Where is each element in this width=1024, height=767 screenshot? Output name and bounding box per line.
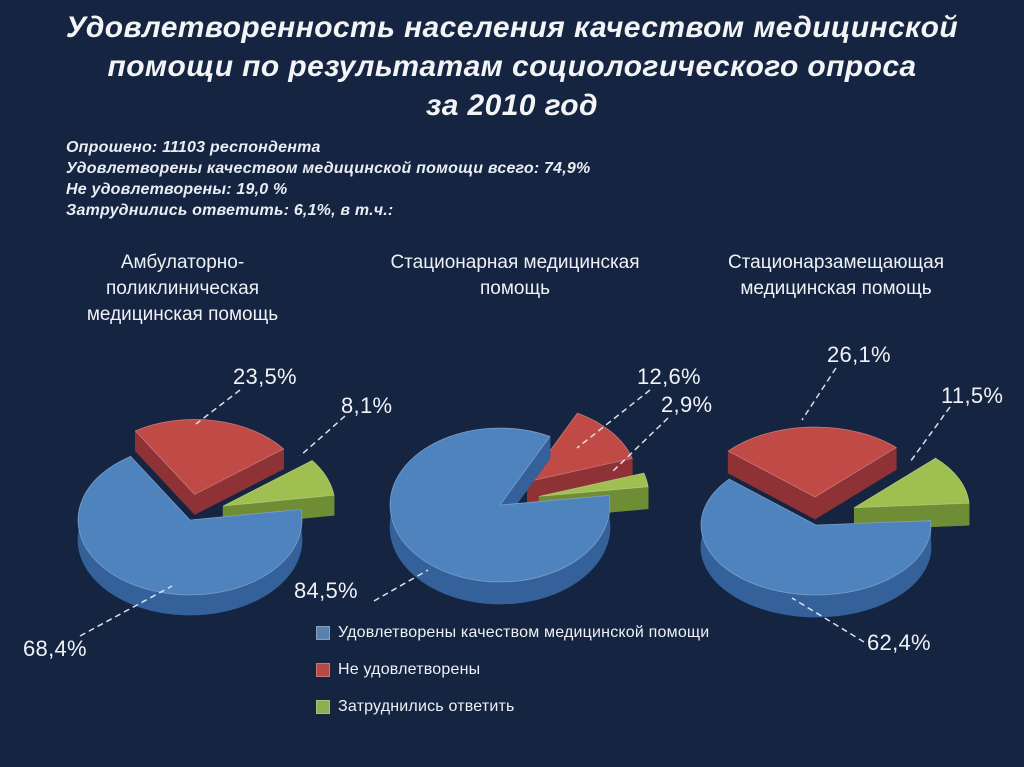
chart-title-inpatient-substituting: Стационарзамещающая медицинская помощь: [727, 252, 945, 299]
pie1-not-satisfied-value: 23,5%: [233, 364, 297, 389]
pie1-satisfied-value: 68,4%: [23, 636, 87, 661]
pie2-not-satisfied-value: 12,6%: [637, 364, 701, 389]
legend-item-satisfied: Удовлетворены качеством медицинской помо…: [316, 623, 709, 643]
pie3-not-satisfied-value: 26,1%: [827, 342, 891, 367]
pie2-undecided-value: 2,9%: [661, 392, 713, 417]
legend-swatch-not-satisfied-icon: [316, 663, 330, 677]
legend-label-undecided: Затруднились ответить: [338, 698, 515, 715]
page-title: Удовлетворенность населения качеством ме…: [0, 8, 1024, 125]
legend-item-undecided: Затруднились ответить: [316, 697, 709, 717]
summary-undecided-total: Затруднились ответить: 6,1%, в т.ч.:: [66, 202, 394, 219]
legend-swatch-undecided-icon: [316, 700, 330, 714]
summary-not-satisfied-total: Не удовлетворены: 19,0 %: [66, 181, 288, 198]
legend-label-satisfied: Удовлетворены качеством медицинской помо…: [338, 624, 710, 641]
legend-item-not-satisfied: Не удовлетворены: [316, 660, 709, 680]
chart-title-ambulatory: Амбулаторно-поликлиническая медицинская …: [86, 252, 279, 325]
page-title-line: Удовлетворенность населения качеством ме…: [65, 11, 959, 44]
legend-label-not-satisfied: Не удовлетворены: [338, 661, 481, 678]
pie1-undecided-value: 8,1%: [341, 393, 393, 418]
chart-title-inpatient: Стационарная медицинская помощь: [390, 252, 640, 299]
pie2-satisfied-value: 84,5%: [294, 578, 358, 603]
pie3-satisfied-value: 62,4%: [867, 630, 931, 655]
summary-satisfied-total: Удовлетворены качеством медицинской помо…: [66, 160, 591, 177]
summary-respondents: Опрошено: 11103 респондента: [66, 139, 321, 156]
legend: Удовлетворены качеством медицинской помо…: [316, 623, 709, 734]
survey-summary: Опрошено: 11103 респондента Удовлетворен…: [66, 137, 590, 221]
page-title-line: за 2010 год: [426, 89, 598, 122]
pie3-undecided-value: 11,5%: [941, 383, 1004, 408]
page-title-line: помощи по результатам социологического о…: [107, 50, 917, 83]
legend-swatch-satisfied-icon: [316, 626, 330, 640]
